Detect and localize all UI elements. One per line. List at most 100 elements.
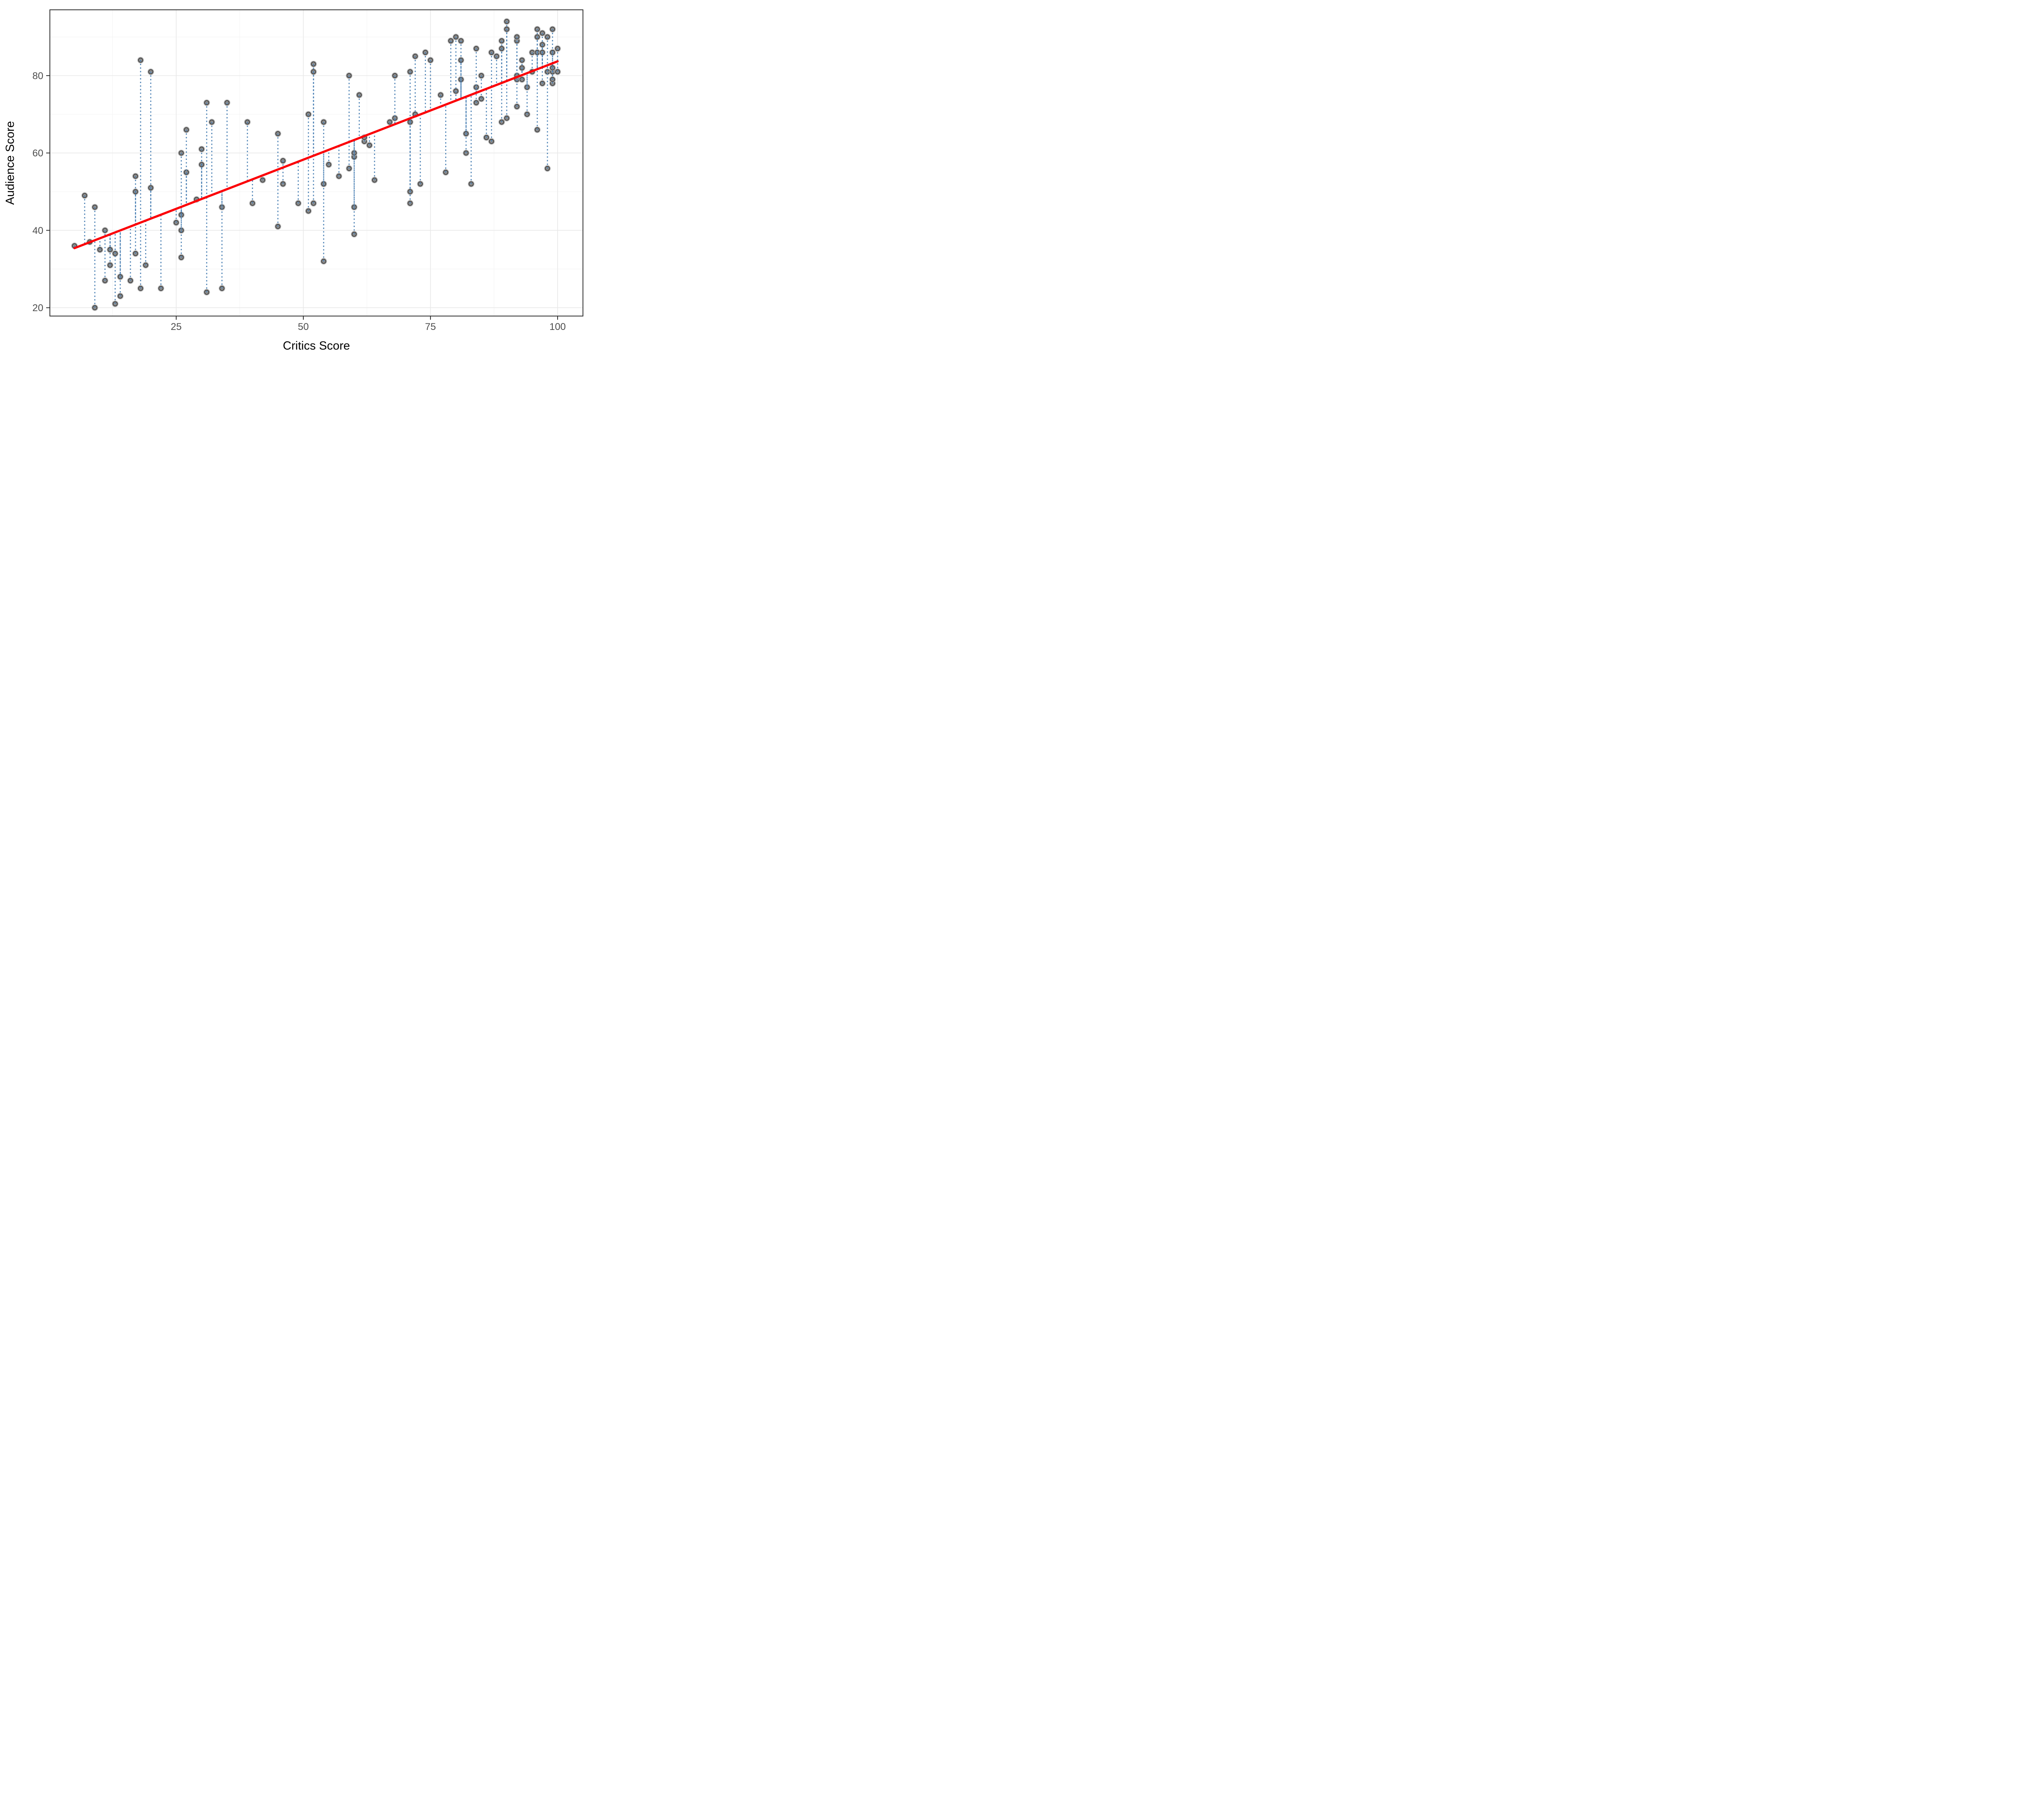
data-point-halo [249,200,256,207]
data-point-halo [371,177,378,184]
data-point-halo [147,68,154,75]
data-point-halo [280,180,287,187]
data-point-halo [208,119,215,126]
y-tick-label: 40 [32,225,43,236]
data-point-halo [447,37,454,44]
data-point [133,174,138,179]
data-point-halo [539,30,546,36]
data-point-halo [422,49,429,56]
data-point-halo [92,204,98,211]
x-axis-title: Critics Score [283,339,350,352]
data-point [387,119,392,125]
data-point-halo [183,126,190,133]
panel-background [50,10,583,316]
data-point-halo [310,200,317,207]
data-point-halo [498,119,505,126]
data-point-halo [549,26,556,33]
data-point-halo [457,37,464,44]
x-tick-label: 100 [549,321,566,332]
data-point-halo [407,188,414,195]
data-point-halo [157,285,164,292]
data-point-halo [132,250,139,257]
data-point-halo [544,34,551,40]
data-point-halo [534,126,541,133]
data-point-halo [224,99,231,106]
data-point [321,119,326,125]
x-tick-label: 50 [298,321,309,332]
data-point [245,119,250,125]
data-point-halo [534,26,541,33]
data-point-halo [336,173,342,179]
panel-border [49,9,583,316]
data-point-halo [346,72,352,79]
data-point-halo [320,258,327,265]
data-point-halo [478,72,485,79]
data-point-halo [305,111,312,118]
data-point-halo [325,161,332,168]
y-axis-title: Audience Score [4,121,17,205]
data-point-halo [417,180,424,187]
y-tick-label: 80 [32,71,43,82]
data-point-halo [366,142,373,149]
data-point-halo [107,262,114,269]
data-point-halo [407,200,414,207]
data-point-halo [554,68,561,75]
data-point-halo [488,138,495,145]
data-point-halo [244,119,251,126]
data-point-halo [412,53,419,60]
data-point-halo [539,41,546,48]
data-point-halo [473,45,480,52]
data-point-halo [437,92,444,99]
data-point-halo [132,173,139,179]
data-point-halo [259,177,266,184]
data-point-halo [142,262,149,269]
data-point-halo [219,285,225,292]
data-point-halo [478,95,485,102]
data-point-halo [92,304,98,311]
y-tick-label: 20 [32,303,43,314]
scatter-plot-canvas: 25 50 75 100 20 40 60 80 Critics Score Audience S… [0,0,589,364]
data-point-halo [274,223,281,230]
data-point-halo [392,72,398,79]
data-point-halo [473,99,480,106]
data-point-halo [442,169,449,176]
data-point-halo [519,57,525,64]
data-point-halo [117,293,124,300]
data-point [306,112,311,117]
data-point-halo [473,84,480,91]
data-point-halo [320,119,327,126]
data-point-halo [483,134,490,141]
data-point-halo [96,246,103,253]
data-point-halo [137,57,144,64]
data-point-halo [468,180,475,187]
data-point-halo [310,61,317,67]
data-point-halo [498,37,505,44]
data-point-halo [427,57,434,64]
data-point-halo [503,26,510,33]
data-point-halo [498,45,505,52]
data-point-halo [198,146,205,153]
data-point [209,119,215,125]
data-point-halo [178,150,185,157]
data-point-halo [127,277,134,284]
data-point-halo [356,92,363,99]
x-tick-label: 25 [171,321,182,332]
data-point-halo [503,18,510,25]
data-point-halo [178,254,185,261]
data-point-halo [519,65,525,71]
data-point-halo [463,150,469,157]
data-point-halo [453,34,459,40]
data-point-halo [137,285,144,292]
data-point [275,131,280,136]
data-point-halo [534,34,541,40]
data-point-halo [305,208,312,214]
data-point-halo [203,289,210,296]
data-point-halo [101,227,108,234]
data-point-halo [513,34,520,40]
data-point-halo [280,157,287,164]
data-point-halo [524,111,531,118]
data-point-halo [346,165,352,172]
data-point-halo [407,68,414,75]
data-point-halo [101,277,108,284]
data-point-halo [203,99,210,106]
